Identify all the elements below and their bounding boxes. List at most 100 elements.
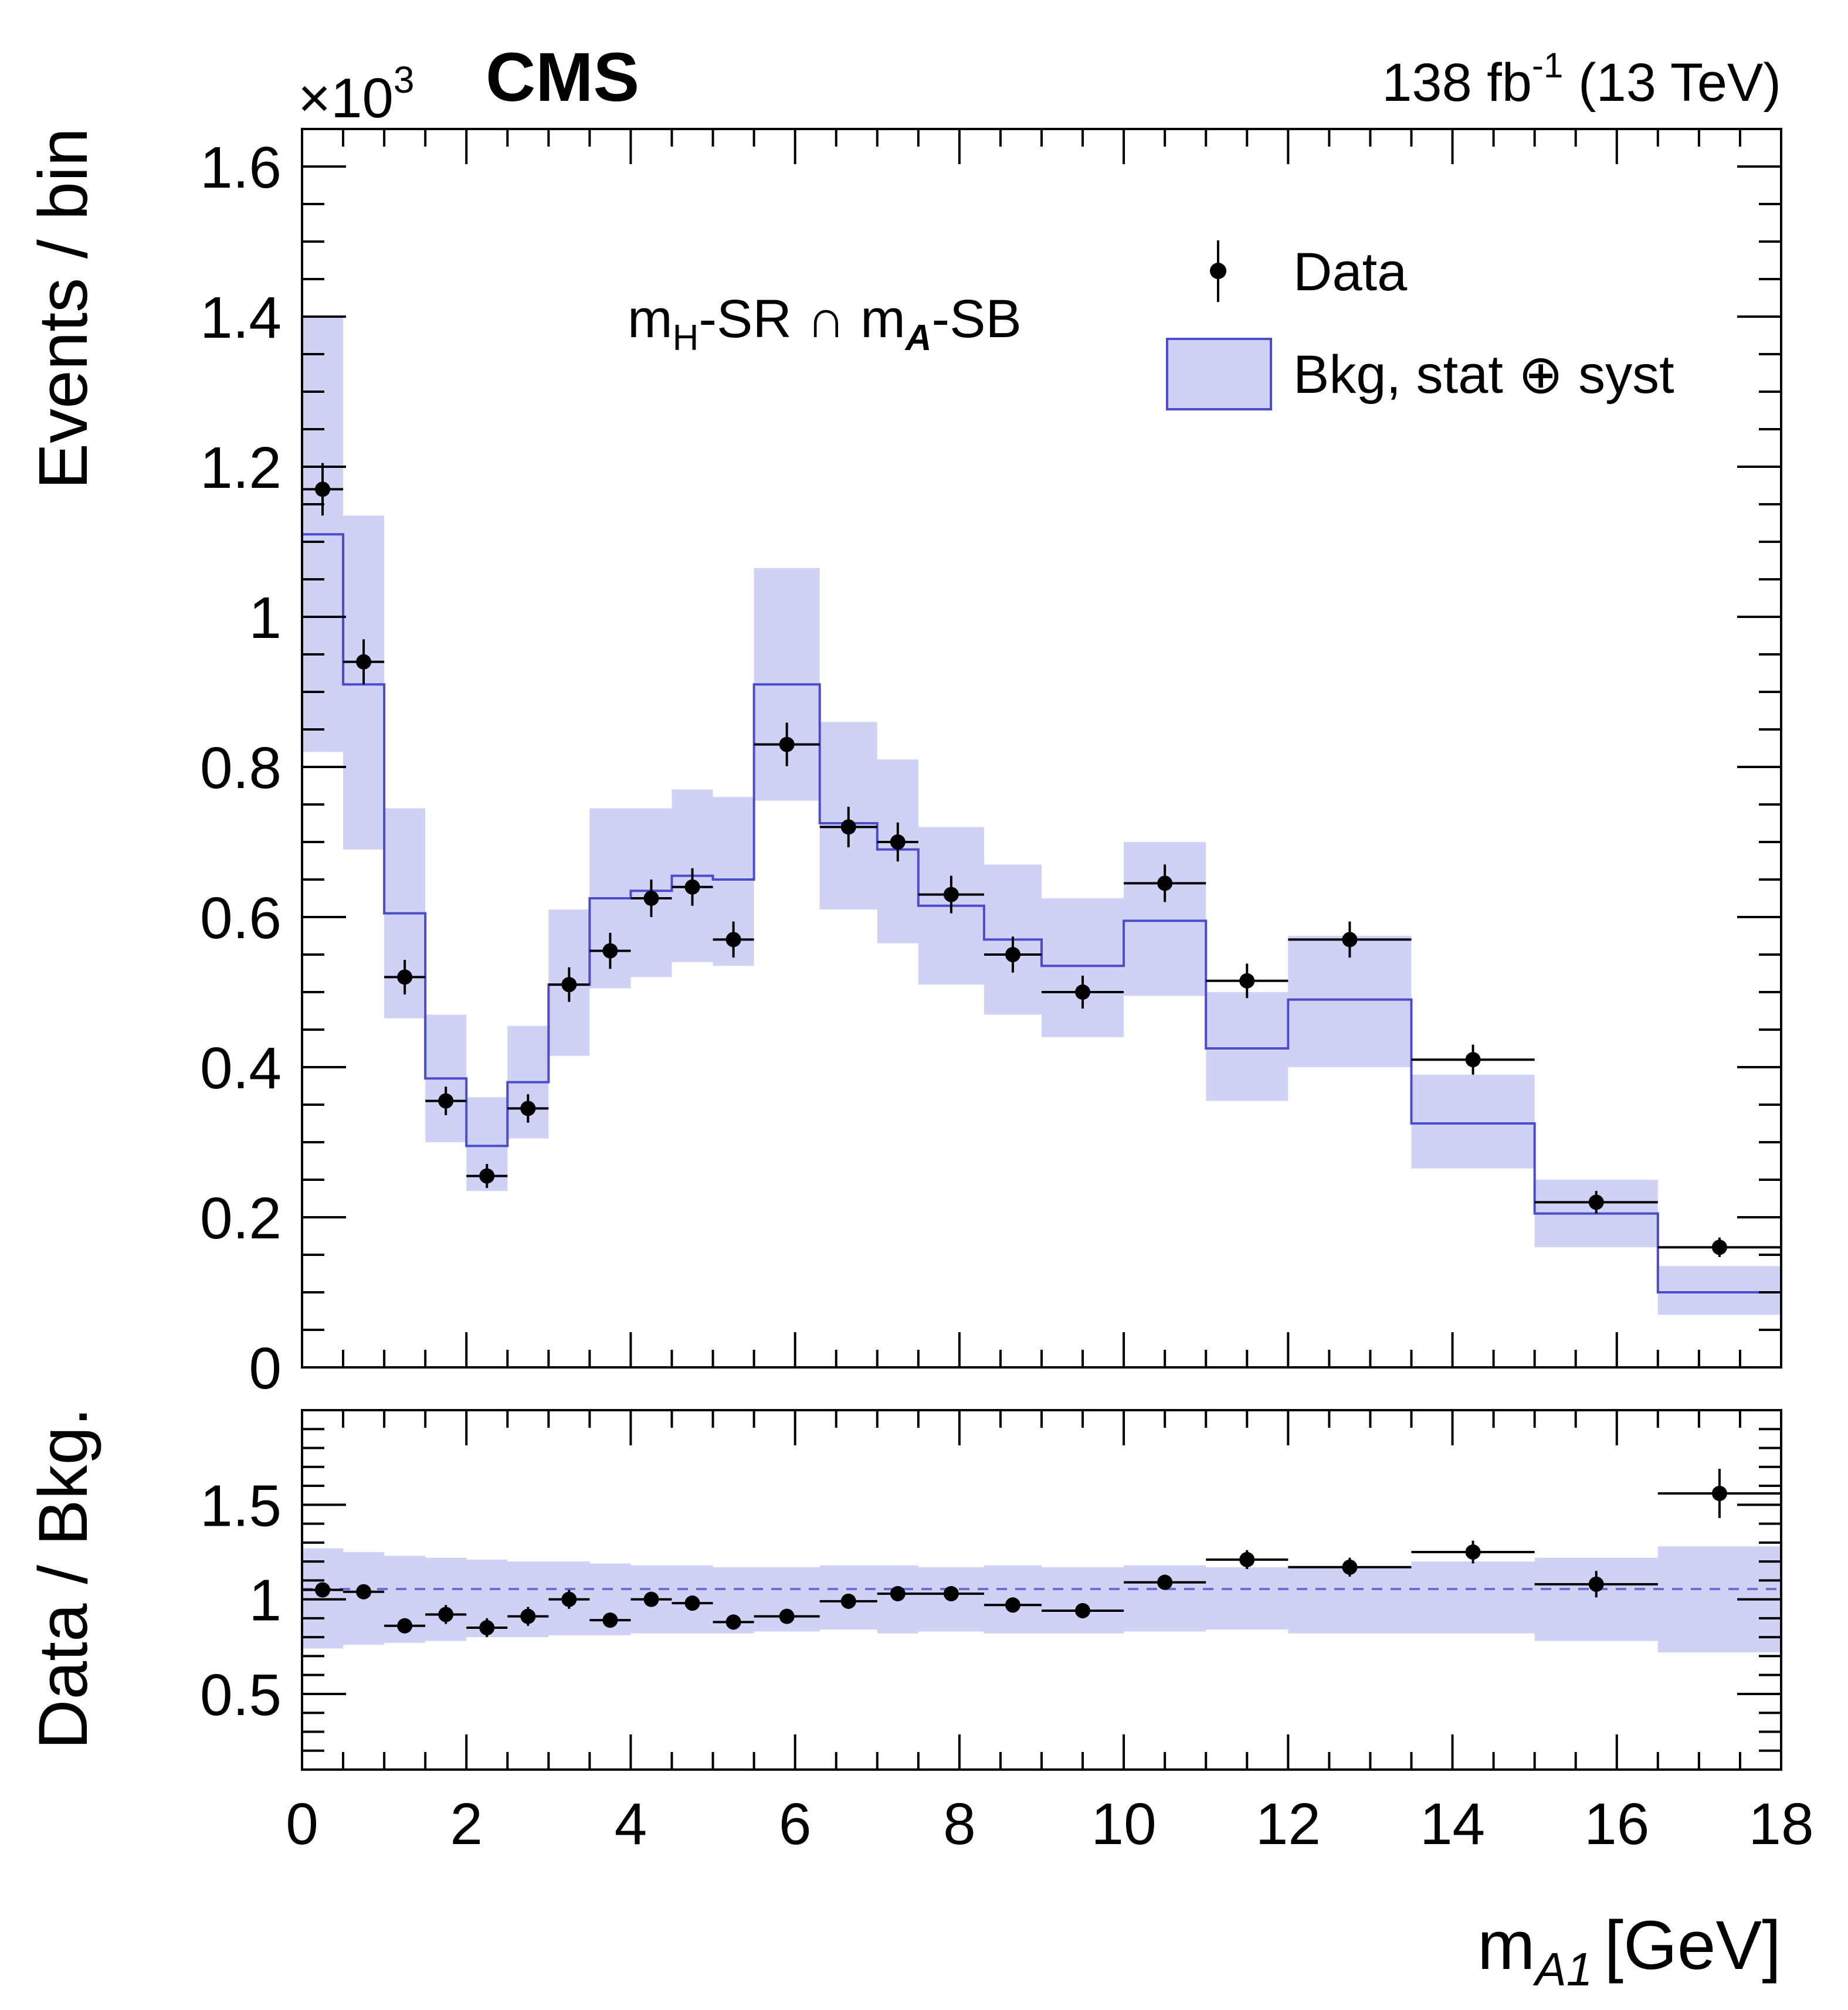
ratio-band-bin [1042, 1567, 1124, 1634]
data-point [602, 943, 618, 959]
ratio-y-axis-title: Data / Bkg. [25, 1407, 102, 1750]
bkg-band-bin [1411, 1074, 1535, 1169]
ratio-axes: 0 2 4 6 8 10 12 14 16 18 0.5 1 1.5 [200, 1410, 1814, 1857]
scale-factor-label: ×103 [298, 59, 414, 130]
bkg-band-bin [1042, 898, 1124, 1037]
main-y-tick-label: 1.6 [200, 135, 282, 201]
ratio-point [779, 1608, 795, 1624]
ratio-point [397, 1618, 413, 1634]
ratio-point [943, 1585, 959, 1601]
data-point [1157, 875, 1173, 891]
ratio-point [890, 1585, 906, 1601]
ratio-band-bin [1206, 1567, 1288, 1630]
bkg-band-bin [1657, 1266, 1781, 1315]
x-tick-label: 6 [779, 1791, 812, 1857]
data-point [561, 977, 577, 993]
ratio-point [315, 1582, 331, 1598]
legend-bkg-label: Bkg, stat ⊕ syst [1293, 345, 1674, 405]
ratio-band-bin [425, 1557, 467, 1641]
x-tick-label: 8 [943, 1791, 976, 1857]
x-tick-label: 18 [1748, 1791, 1813, 1857]
ratio-y-tick-label: 0.5 [200, 1662, 282, 1728]
x-tick-label: 12 [1256, 1791, 1321, 1857]
scale-base: ×10 [298, 67, 394, 130]
legend-data-marker [1210, 263, 1226, 279]
data-point [1005, 947, 1020, 962]
x-tick-label: 10 [1091, 1791, 1156, 1857]
data-point [479, 1168, 495, 1184]
main-y-tick-label: 1 [249, 585, 282, 651]
main-y-tick-label: 0.6 [200, 885, 282, 951]
ratio-point [643, 1591, 659, 1607]
ratio-point [1005, 1597, 1020, 1613]
ratio-point [561, 1591, 577, 1607]
ratio-band-bin [1534, 1557, 1658, 1641]
x-tick-label: 2 [450, 1791, 483, 1857]
data-point [890, 834, 906, 850]
legend: Data Bkg, stat ⊕ syst [1166, 240, 1674, 410]
ratio-band-bin [1411, 1561, 1535, 1634]
main-y-tick-label: 0.4 [200, 1035, 282, 1101]
ratio-band-bin [1288, 1567, 1412, 1634]
ratio-point [1342, 1559, 1358, 1575]
data-point [397, 969, 413, 985]
data-point [520, 1101, 536, 1116]
ratio-point [479, 1620, 495, 1636]
data-point [356, 654, 372, 670]
data-point [840, 819, 856, 835]
ratio-point [1239, 1551, 1255, 1567]
ratio-y-tick-label: 1.5 [200, 1473, 282, 1539]
ratio-point [840, 1593, 856, 1609]
main-y-tick-label: 1.4 [200, 285, 282, 351]
ratio-point [356, 1584, 372, 1600]
data-point [315, 481, 331, 497]
legend-data-label: Data [1293, 242, 1408, 302]
ratio-point [1075, 1602, 1091, 1618]
ratio-point [438, 1607, 454, 1622]
ratio-points [302, 1469, 1781, 1638]
background-uncertainty-band [302, 317, 1781, 1315]
main-axes: 0 0.2 0.4 0.6 0.8 1 1.2 1.4 1.6 [200, 128, 1782, 1401]
ratio-y-tick-label: 1 [249, 1568, 282, 1634]
ratio-panel: 0 2 4 6 8 10 12 14 16 18 0.5 1 1.5 Data / Bkg. mA1 [G… [25, 1407, 1814, 1995]
x-axis-title: mA1 [GeV] [1477, 1907, 1781, 1995]
main-y-tick-label: 0 [249, 1336, 282, 1401]
ratio-point [1588, 1576, 1604, 1592]
main-y-tick-label: 1.2 [200, 435, 282, 501]
data-point [643, 891, 659, 906]
data-point [1465, 1052, 1481, 1068]
main-plot-frame [301, 128, 1782, 1369]
background-histogram [302, 533, 1781, 1293]
bkg-band-bin [1288, 936, 1412, 1067]
ratio-point [520, 1608, 536, 1624]
data-point [684, 879, 700, 895]
x-tick-label: 14 [1420, 1791, 1485, 1857]
data-point [1239, 973, 1255, 989]
ratio-point [1157, 1574, 1173, 1590]
ratio-uncertainty-band [302, 1546, 1781, 1652]
ratio-point [1465, 1544, 1481, 1560]
main-y-axis-title: Events / bin [25, 128, 102, 490]
bkg-band-bin [1206, 992, 1288, 1101]
x-tick-label: 16 [1584, 1791, 1649, 1857]
x-tick-label: 0 [286, 1791, 318, 1857]
experiment-label: CMS [486, 39, 639, 116]
main-y-tick-label: 0.2 [200, 1186, 282, 1251]
ratio-point [602, 1612, 618, 1628]
main-y-tick-label: 0.8 [200, 735, 282, 801]
legend-bkg-swatch [1166, 338, 1272, 410]
x-tick-label: 4 [615, 1791, 647, 1857]
data-point [438, 1093, 454, 1109]
data-point [1075, 984, 1091, 1000]
main-panel: 0 0.2 0.4 0.6 0.8 1 1.2 1.4 1.6 Events / bin mH-… [25, 128, 1782, 1401]
data-point [1342, 932, 1358, 948]
data-point [1588, 1194, 1604, 1210]
luminosity-label: 138 fb-1 (13 TeV) [1382, 46, 1781, 113]
data-point [1711, 1240, 1727, 1255]
data-points [302, 463, 1781, 1257]
ratio-point [1711, 1485, 1727, 1501]
data-point [779, 736, 795, 752]
data-point [725, 932, 741, 948]
ratio-point [684, 1595, 700, 1611]
